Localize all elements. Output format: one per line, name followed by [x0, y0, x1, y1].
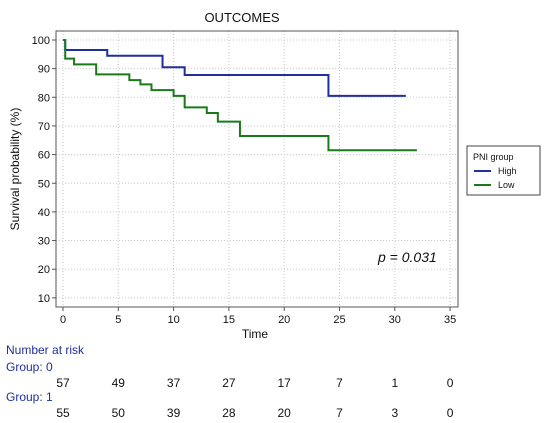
x-axis-label: Time — [242, 327, 269, 340]
risk-count: 57 — [56, 376, 70, 390]
plot-frame — [55, 30, 459, 308]
km-chart: OUTCOMES 10 20 30 40 50 60 70 80 90 100 0 5 10 15 20 2… — [8, 10, 541, 340]
risk-count: 28 — [222, 406, 236, 420]
legend-title: PNI group — [473, 152, 514, 162]
y-tick-label: 30 — [38, 236, 50, 248]
risk-count: 27 — [222, 376, 236, 390]
x-tick-label: 25 — [333, 314, 345, 326]
p-value-annotation: p = 0.031 — [377, 249, 437, 265]
risk-count: 50 — [111, 406, 125, 420]
y-tick-label: 50 — [38, 178, 50, 190]
x-tick-label: 0 — [60, 314, 66, 326]
survival-curves — [63, 39, 417, 152]
chart-title: OUTCOMES — [204, 10, 279, 25]
y-tick-label: 90 — [38, 64, 50, 76]
x-tick-label: 5 — [115, 314, 121, 326]
y-tick-label: 40 — [38, 207, 50, 219]
x-tick-label: 35 — [444, 314, 456, 326]
risk-count: 37 — [166, 376, 181, 390]
risk-count: 49 — [111, 376, 125, 390]
legend-label-high: High — [498, 166, 517, 176]
y-tick-label: 70 — [38, 121, 50, 133]
x-axis: 0 5 10 15 20 25 30 35 — [60, 307, 456, 326]
risk-group-1-label: Group: 1 — [6, 390, 53, 404]
risk-count: 3 — [391, 406, 399, 420]
risk-count: 0 — [446, 406, 454, 420]
x-tick-label: 20 — [278, 314, 290, 326]
y-tick-label: 60 — [38, 150, 50, 162]
risk-count: 17 — [277, 376, 291, 390]
x-tick-label: 10 — [167, 314, 179, 326]
risk-group-0-label: Group: 0 — [6, 360, 53, 374]
y-tick-label: 20 — [38, 264, 50, 276]
y-axis: 10 20 30 40 50 60 70 80 90 100 — [32, 35, 56, 305]
risk-count: 1 — [391, 376, 399, 390]
risk-count: 7 — [336, 376, 343, 390]
y-axis-label: Survival probability (%) — [8, 108, 22, 231]
legend: PNI group High Low — [466, 145, 541, 196]
curve-low — [63, 39, 417, 152]
y-tick-label: 80 — [38, 92, 50, 104]
legend-label-low: Low — [498, 180, 515, 190]
grid — [56, 31, 458, 307]
x-tick-label: 15 — [223, 314, 235, 326]
risk-table-heading: Number at risk — [6, 343, 85, 357]
risk-count: 20 — [277, 406, 291, 420]
y-tick-label: 10 — [38, 293, 50, 305]
risk-count: 55 — [56, 406, 70, 420]
risk-count: 7 — [336, 406, 343, 420]
risk-count: 0 — [446, 376, 454, 390]
y-tick-label: 100 — [32, 35, 50, 47]
x-tick-label: 30 — [389, 314, 401, 326]
risk-count: 39 — [166, 406, 181, 420]
